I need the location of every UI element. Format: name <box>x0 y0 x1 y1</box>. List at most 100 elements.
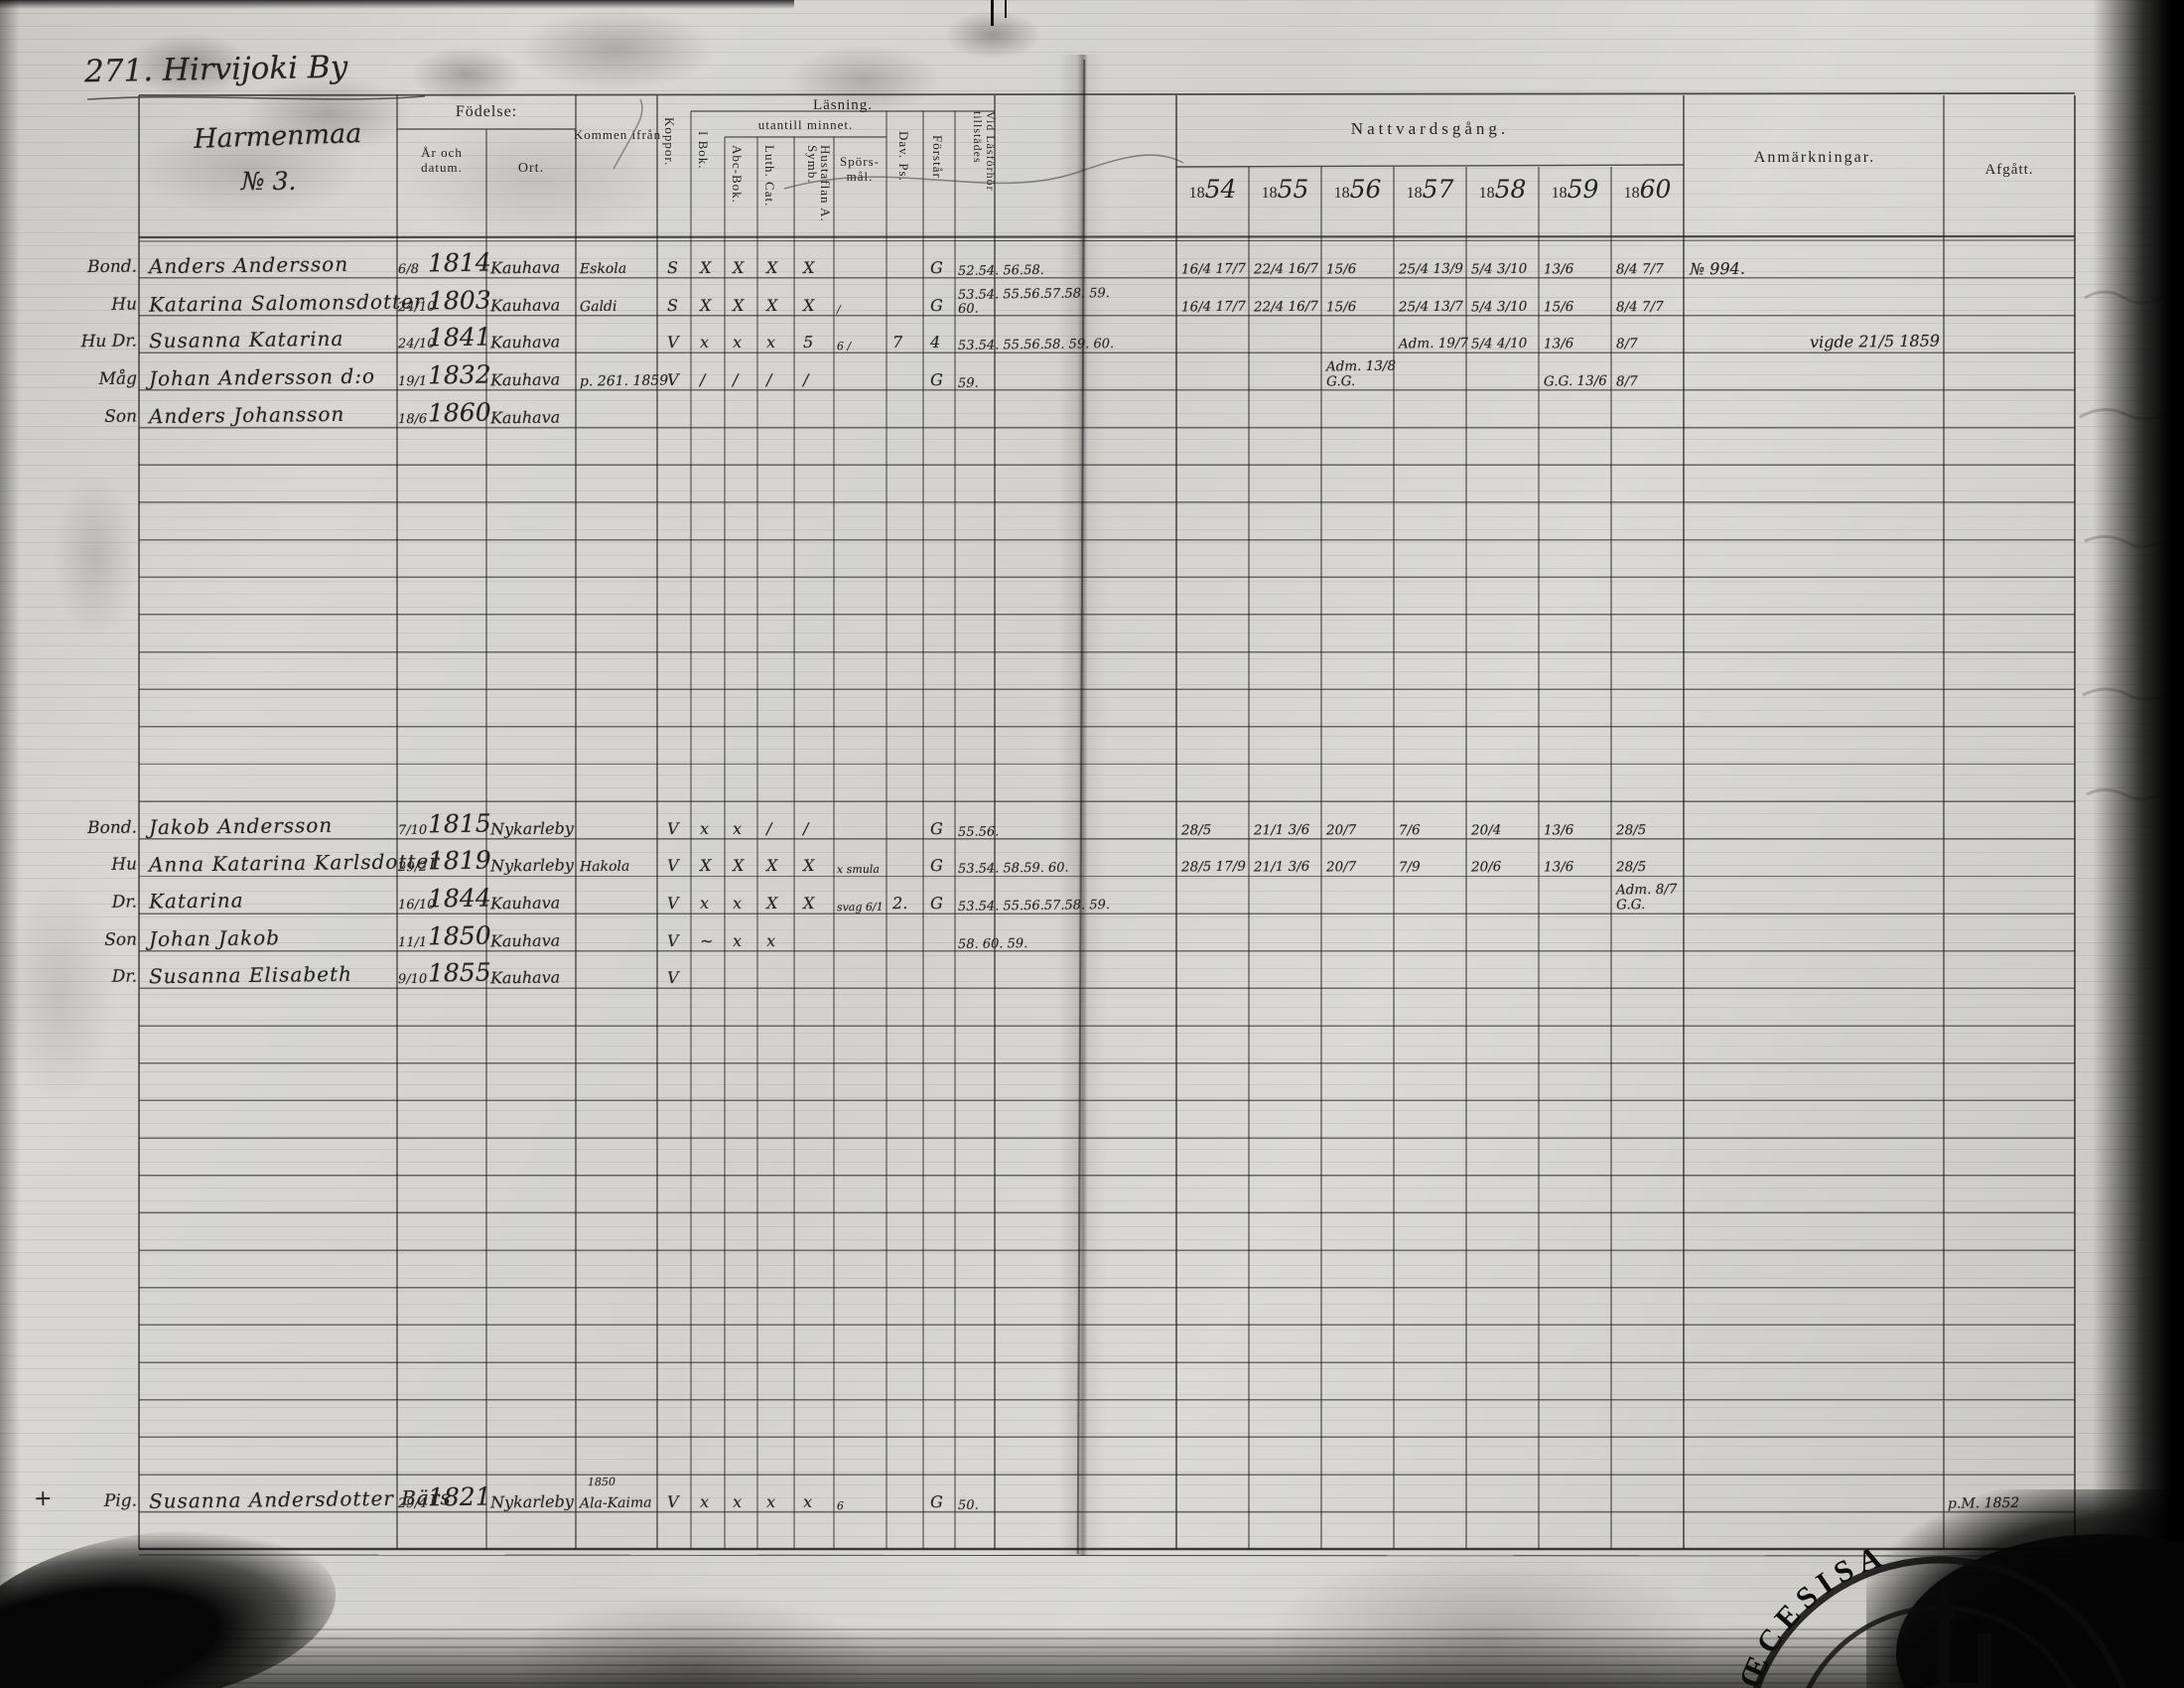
page-edge-left <box>0 0 20 1688</box>
mark-smallpox: V <box>666 930 679 951</box>
year-cell-1854: 1854 <box>1176 175 1249 204</box>
row-role: Pig. <box>103 1490 138 1511</box>
col-header-departed: Afgått. <box>1984 162 2034 178</box>
birth-place: Kauhava <box>489 332 561 352</box>
mark-understands: G <box>929 893 943 914</box>
birth-year: 1832 <box>427 359 491 390</box>
mark-luther: / <box>765 818 772 839</box>
col-header-in-book: I Bok. <box>696 131 711 170</box>
birth-date: 7/10 <box>397 822 428 839</box>
communion-1858: 5/4 3/10 <box>1470 260 1528 278</box>
communion-1856: 15/6 <box>1325 261 1357 278</box>
person-name: Katarina <box>148 888 244 914</box>
communion-1859: 13/6 <box>1543 261 1574 278</box>
col-header-luther-cat: Luth. Cat. <box>762 145 777 208</box>
person-name: Katarina Salomonsdotter <box>148 289 425 317</box>
mark-luther: X <box>765 855 778 876</box>
person-name: Anna Katarina Karlsdotter <box>148 849 440 877</box>
communion-1859: G.G. 13/6 <box>1543 372 1607 390</box>
birth-year: 1855 <box>427 957 491 988</box>
mark-abc: x <box>732 818 743 839</box>
col-header-hustavlan: Hustaflan A. Symb. <box>805 145 833 222</box>
year-handwritten: 60 <box>1639 175 1672 204</box>
mark-smallpox: V <box>666 332 679 352</box>
col-header-birth-group: Födelse: <box>455 103 518 120</box>
house-name: Harmenmaa <box>193 118 362 155</box>
mark-in-book: x <box>699 893 710 914</box>
mark-understands: G <box>929 295 943 316</box>
mark-luther: X <box>765 893 778 914</box>
ink-flourish <box>783 154 1184 190</box>
mark-luther: x <box>765 332 776 352</box>
mark-abc: / <box>732 369 739 390</box>
mark-in-book: X <box>699 257 712 278</box>
communion-1859: 15/6 <box>1543 299 1574 316</box>
year-handwritten: 57 <box>1422 175 1454 204</box>
year-printed: 18 <box>1188 185 1205 202</box>
year-cell-1859: 1859 <box>1539 175 1611 204</box>
communion-1860: 8/7 <box>1615 336 1638 352</box>
mark-abc: X <box>732 257 745 278</box>
row-role: Hu Dr. <box>80 331 138 352</box>
communion-1855: 22/4 16/7 <box>1253 260 1319 278</box>
row-role: Hu <box>111 294 138 315</box>
col-header-questions: Spörs-mål. <box>840 154 880 184</box>
mark-hustavlan: / <box>802 369 809 390</box>
birth-date: 6/8 <box>397 261 420 278</box>
stamp-text: DIŒCESISA <box>1721 1537 1885 1688</box>
person-name: Johan Jakob <box>148 925 281 951</box>
row-role: Hu <box>111 854 138 875</box>
communion-1855: 22/4 16/7 <box>1253 298 1319 316</box>
year-printed: 18 <box>1261 185 1278 202</box>
mark-understands: G <box>929 1491 943 1512</box>
birth-place: Kauhava <box>489 369 561 390</box>
mark-luther: x <box>765 930 776 951</box>
mark-in-book: / <box>699 369 706 390</box>
mark-in-book: ~ <box>699 930 714 951</box>
mark-smallpox: V <box>666 369 679 390</box>
person-name: Susanna Katarina <box>148 326 344 353</box>
row-role: Dr. <box>111 892 138 913</box>
top-edge-mark <box>1005 0 1007 18</box>
mark-in-book: x <box>699 818 710 839</box>
row-role: Son <box>104 406 138 427</box>
communion-1854: 28/5 17/9 <box>1180 858 1247 876</box>
communion-1855: 21/1 3/6 <box>1253 821 1310 839</box>
birth-place: Kauhava <box>489 967 561 988</box>
year-handwritten: 55 <box>1277 175 1309 204</box>
year-cell-1858: 1858 <box>1466 175 1539 204</box>
come-from: Eskola <box>579 260 627 278</box>
mark-luther: X <box>765 295 778 316</box>
page-edge-top <box>0 0 794 9</box>
communion-1858: 5/4 3/10 <box>1470 298 1528 316</box>
communion-1857: 25/4 13/7 <box>1398 298 1464 316</box>
birth-place: Kauhava <box>489 257 561 278</box>
communion-1854: 28/5 <box>1180 822 1212 839</box>
mark-in-book: x <box>699 332 710 352</box>
mark-hustavlan: X <box>802 893 815 914</box>
mark-smallpox: S <box>666 257 679 278</box>
communion-1860: 28/5 <box>1615 859 1647 876</box>
communion-1857: 25/4 13/9 <box>1398 260 1464 278</box>
mark-understands: G <box>929 257 943 278</box>
year-cell-1856: 1856 <box>1321 175 1394 204</box>
communion-1859: 13/6 <box>1543 822 1574 839</box>
mark-questions: x smula <box>836 862 881 877</box>
mark-abc: x <box>732 332 743 352</box>
birth-year: 1814 <box>427 247 491 278</box>
mark-in-book: x <box>699 1491 710 1512</box>
col-header-attended: Vid Läsförhör tillstädes <box>971 111 998 192</box>
mark-smallpox: V <box>666 893 679 914</box>
col-header-smallpox: Koppor. <box>662 117 677 167</box>
year-handwritten: 58 <box>1494 175 1527 204</box>
birth-place: Nykarleby <box>489 855 574 876</box>
mark-smallpox: V <box>666 967 679 988</box>
page-title: 271. Hirvijoki By <box>83 49 348 90</box>
mark-hustavlan: 5 <box>802 332 814 352</box>
come-from: Galdi <box>579 298 617 316</box>
margin-cross-mark: + <box>33 1485 53 1512</box>
col-header-davids-psalms: Dav. Ps. <box>896 131 911 182</box>
birth-place: Nykarleby <box>489 1491 574 1512</box>
year-printed: 18 <box>1478 185 1495 202</box>
year-printed: 18 <box>1551 185 1568 202</box>
